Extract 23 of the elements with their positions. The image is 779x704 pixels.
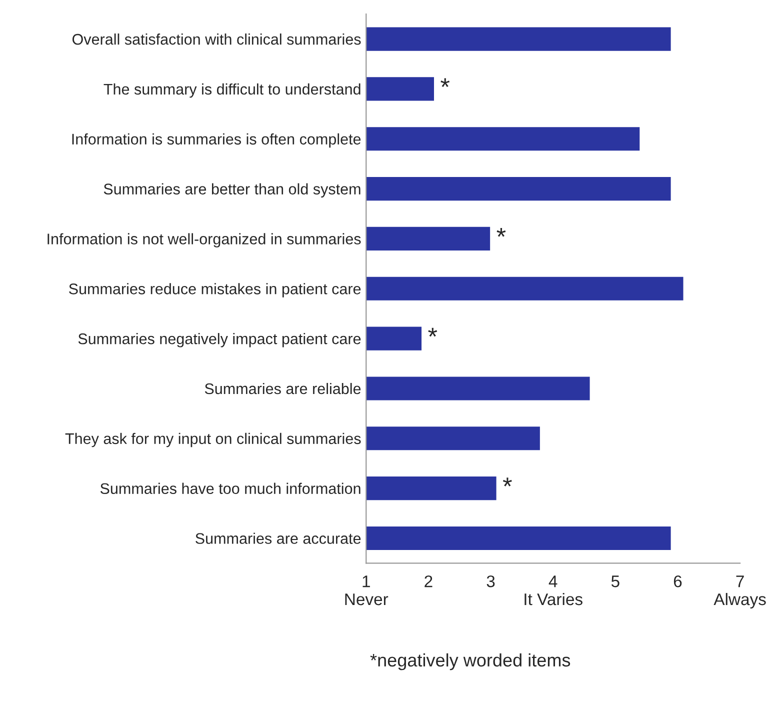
x-tick-label: 4 It Varies (524, 576, 582, 606)
x-tick-label: 6 (674, 575, 682, 588)
y-tick-label: Summaries are better than old system (104, 183, 360, 198)
y-tick-label: The summary is difficult to understand (104, 83, 360, 98)
annotation: * (440, 78, 450, 88)
y-tick-label: Summaries are reliable (204, 382, 361, 394)
x-tick-label: 3 (486, 575, 495, 588)
y-tick-label: Summaries negatively impact patient care (78, 333, 361, 348)
annotation: * (496, 228, 506, 237)
x-tick-label: 5 (611, 576, 620, 588)
y-tick-label: Summaries are accurate (196, 532, 361, 544)
y-tick-label: They ask for my input on clinical summaries (65, 432, 361, 448)
y-tick-label: Information is summaries is often complete (72, 133, 361, 148)
x-tick-label: 7 Always (714, 576, 766, 608)
x-tick-label: 1 Never (345, 576, 388, 606)
x-tick-label: 2 (424, 575, 432, 588)
y-tick-label: Summaries reduce mistakes in patient care (69, 283, 361, 298)
y-tick-label: Overall satisfaction with clinical summaries (72, 34, 361, 45)
annotation: * (502, 478, 512, 486)
y-tick-label: Information is not well-organized in summaries (48, 233, 361, 248)
text: *negatively worded items (370, 653, 570, 670)
annotation: * (428, 328, 438, 337)
y-tick-label: Summaries have too much information (100, 482, 360, 494)
